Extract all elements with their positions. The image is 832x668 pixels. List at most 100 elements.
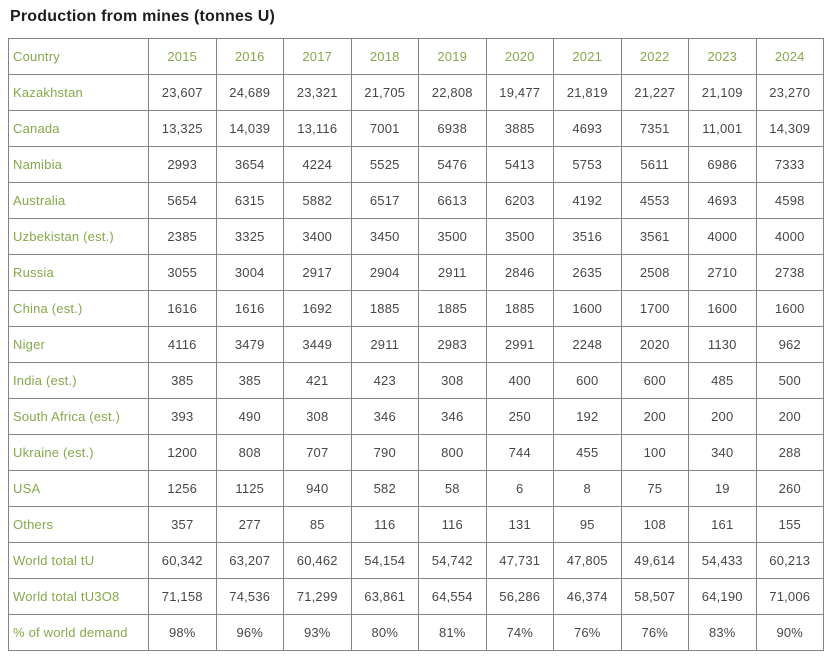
cell-value: 47,805 (553, 542, 622, 579)
cell-value: 1616 (148, 290, 217, 327)
cell-value: 21,109 (688, 74, 757, 111)
cell-value: 5476 (418, 146, 487, 183)
cell-value: 54,742 (418, 542, 487, 579)
cell-value: 250 (485, 398, 554, 435)
table-row: China (est.) 1616 1616 1692 1885 1885 1885 1600… (8, 290, 824, 327)
cell-value: 2508 (620, 254, 689, 291)
cell-value: 385 (148, 362, 217, 399)
table-row: Niger 4116 3479 3449 2911 2983 2991 2248 2020 113… (8, 326, 824, 363)
column-header-year: 2018 (350, 38, 419, 75)
cell-value: 98% (148, 614, 217, 651)
cell-value: 485 (688, 362, 757, 399)
row-label: USA (8, 470, 149, 507)
cell-value: 500 (755, 362, 824, 399)
cell-value: 4224 (283, 146, 352, 183)
cell-value: 1600 (553, 290, 622, 327)
table-header: Country 2015 2016 2017 2018 2019 2020 2021 2022 2… (8, 38, 824, 75)
cell-value: 23,270 (755, 74, 824, 111)
cell-value: 21,819 (553, 74, 622, 111)
column-header-year: 2020 (485, 38, 554, 75)
cell-value: 75 (620, 470, 689, 507)
cell-value: 60,213 (755, 542, 824, 579)
cell-value: 54,154 (350, 542, 419, 579)
table-row: Others 357 277 85 116 116 131 95 108 161 155 (8, 506, 824, 543)
cell-value: 60,462 (283, 542, 352, 579)
cell-value: 19 (688, 470, 757, 507)
cell-value: 308 (418, 362, 487, 399)
cell-value: 6203 (485, 182, 554, 219)
cell-value: 80% (350, 614, 419, 651)
cell-value: 2738 (755, 254, 824, 291)
cell-value: 23,321 (283, 74, 352, 111)
cell-value: 2991 (485, 326, 554, 363)
cell-value: 1885 (350, 290, 419, 327)
cell-value: 23,607 (148, 74, 217, 111)
cell-value: 707 (283, 434, 352, 471)
table-row: Russia 3055 3004 2917 2904 2911 2846 2635 2508 27… (8, 254, 824, 291)
cell-value: 4553 (620, 182, 689, 219)
table-row: USA 1256 1125 940 582 58 6 8 75 19 260 (8, 470, 824, 507)
row-label: Uzbekistan (est.) (8, 218, 149, 255)
cell-value: 3654 (215, 146, 284, 183)
cell-value: 6613 (418, 182, 487, 219)
cell-value: 96% (215, 614, 284, 651)
row-label: World total tU (8, 542, 149, 579)
cell-value: 357 (148, 506, 217, 543)
cell-value: 808 (215, 434, 284, 471)
cell-value: 4000 (755, 218, 824, 255)
row-label: Russia (8, 254, 149, 291)
row-label: China (est.) (8, 290, 149, 327)
row-label: Ukraine (est.) (8, 434, 149, 471)
cell-value: 2911 (418, 254, 487, 291)
page-title: Production from mines (tonnes U) (10, 8, 276, 25)
cell-value: 2635 (553, 254, 622, 291)
cell-value: 93% (283, 614, 352, 651)
cell-value: 6315 (215, 182, 284, 219)
cell-value: 24,689 (215, 74, 284, 111)
cell-value: 3516 (553, 218, 622, 255)
cell-value: 108 (620, 506, 689, 543)
cell-value: 7333 (755, 146, 824, 183)
table-body: Kazakhstan 23,607 24,689 23,321 21,705 22,808… (8, 74, 824, 651)
cell-value: 7001 (350, 110, 419, 147)
cell-value: 600 (553, 362, 622, 399)
cell-value: 76% (620, 614, 689, 651)
cell-value: 2020 (620, 326, 689, 363)
cell-value: 1600 (755, 290, 824, 327)
cell-value: 2846 (485, 254, 554, 291)
cell-value: 1256 (148, 470, 217, 507)
cell-value: 11,001 (688, 110, 757, 147)
cell-value: 95 (553, 506, 622, 543)
cell-value: 6938 (418, 110, 487, 147)
cell-value: 13,116 (283, 110, 352, 147)
cell-value: 64,190 (688, 578, 757, 615)
cell-value: 22,808 (418, 74, 487, 111)
cell-value: 5611 (620, 146, 689, 183)
cell-value: 1700 (620, 290, 689, 327)
cell-value: 3885 (485, 110, 554, 147)
cell-value: 1692 (283, 290, 352, 327)
table-row: Ukraine (est.) 1200 808 707 790 800 744 455 100 3… (8, 434, 824, 471)
table-row: % of world demand 98% 96% 93% 80% 81% 74% 76% 76… (8, 614, 824, 651)
cell-value: 116 (418, 506, 487, 543)
table-row: Namibia 2993 3654 4224 5525 5476 5413 5753 5611 6… (8, 146, 824, 183)
cell-value: 4693 (688, 182, 757, 219)
cell-value: 7351 (620, 110, 689, 147)
table-row: South Africa (est.) 393 490 308 346 346 250 192… (8, 398, 824, 435)
cell-value: 346 (350, 398, 419, 435)
row-label: Niger (8, 326, 149, 363)
row-label: Australia (8, 182, 149, 219)
cell-value: 4116 (148, 326, 217, 363)
cell-value: 49,614 (620, 542, 689, 579)
cell-value: 56,286 (485, 578, 554, 615)
cell-value: 1600 (688, 290, 757, 327)
cell-value: 3004 (215, 254, 284, 291)
cell-value: 6 (485, 470, 554, 507)
cell-value: 1885 (485, 290, 554, 327)
cell-value: 5654 (148, 182, 217, 219)
cell-value: 800 (418, 434, 487, 471)
cell-value: 58 (418, 470, 487, 507)
cell-value: 1200 (148, 434, 217, 471)
cell-value: 790 (350, 434, 419, 471)
